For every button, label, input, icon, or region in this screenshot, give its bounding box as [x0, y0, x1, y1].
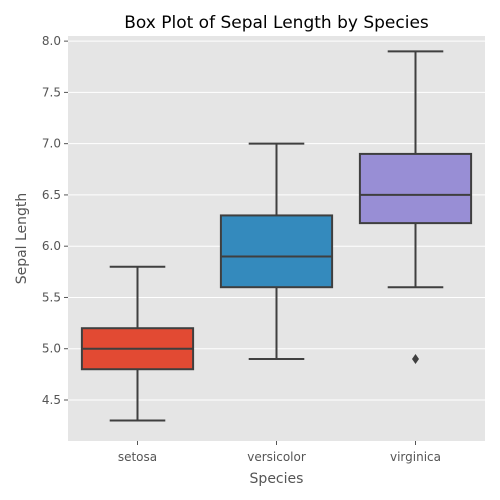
outlier-point: [412, 353, 419, 364]
x-axis-label: Species: [250, 471, 304, 487]
y-tick-label: 7.5: [42, 85, 61, 99]
y-axis-label: Sepal Length: [14, 193, 30, 285]
box-setosa: [80, 265, 195, 422]
y-tick-label: 6.5: [42, 188, 61, 202]
box-body: [219, 214, 334, 289]
y-tick-label: 5.0: [42, 342, 61, 356]
y-tick-label: 6.0: [42, 239, 61, 253]
x-tick-label-versicolor: versicolor: [247, 450, 306, 464]
y-tick-label: 4.5: [42, 393, 61, 407]
y-tick-label: 5.5: [42, 290, 61, 304]
box-versicolor: [219, 142, 334, 360]
x-tick-label-virginica: virginica: [390, 450, 441, 464]
box-body: [358, 152, 473, 225]
x-tick-label-setosa: setosa: [118, 450, 157, 464]
chart-title: Box Plot of Sepal Length by Species: [124, 13, 429, 33]
boxes: [80, 50, 473, 422]
y-axis-ticks: 4.5 5.0 5.5 6.0 6.5 7.0 7.5 8.0: [42, 34, 68, 407]
x-axis-ticks: setosa versicolor virginica: [118, 441, 441, 464]
y-tick-label: 8.0: [42, 34, 61, 48]
y-tick-label: 7.0: [42, 137, 61, 151]
box-virginica: [358, 50, 473, 364]
